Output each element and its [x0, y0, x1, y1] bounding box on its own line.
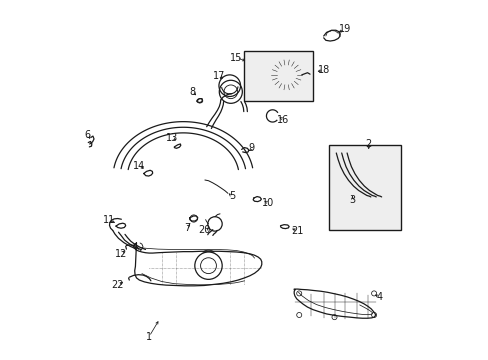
- Text: 8: 8: [189, 87, 195, 97]
- Text: 2: 2: [365, 139, 371, 149]
- Circle shape: [271, 60, 301, 90]
- Text: 20: 20: [198, 225, 211, 235]
- Text: 15: 15: [230, 53, 242, 63]
- Text: 21: 21: [291, 226, 304, 236]
- Text: 18: 18: [317, 65, 329, 75]
- Text: 22: 22: [111, 280, 124, 290]
- Text: 16: 16: [277, 114, 289, 125]
- Text: 13: 13: [165, 133, 178, 143]
- Text: 10: 10: [261, 198, 273, 208]
- Bar: [328, 145, 400, 230]
- Text: 1: 1: [146, 332, 152, 342]
- Text: 17: 17: [213, 71, 225, 81]
- Text: 14: 14: [133, 161, 145, 171]
- Text: 9: 9: [248, 143, 254, 153]
- Text: 6: 6: [84, 130, 91, 140]
- Text: 11: 11: [103, 215, 115, 225]
- Text: 4: 4: [376, 292, 382, 302]
- Bar: [244, 51, 312, 101]
- Text: 3: 3: [349, 195, 355, 205]
- Text: 12: 12: [115, 249, 127, 259]
- Text: 19: 19: [338, 24, 350, 34]
- Text: 7: 7: [183, 222, 190, 233]
- Text: 5: 5: [228, 191, 235, 201]
